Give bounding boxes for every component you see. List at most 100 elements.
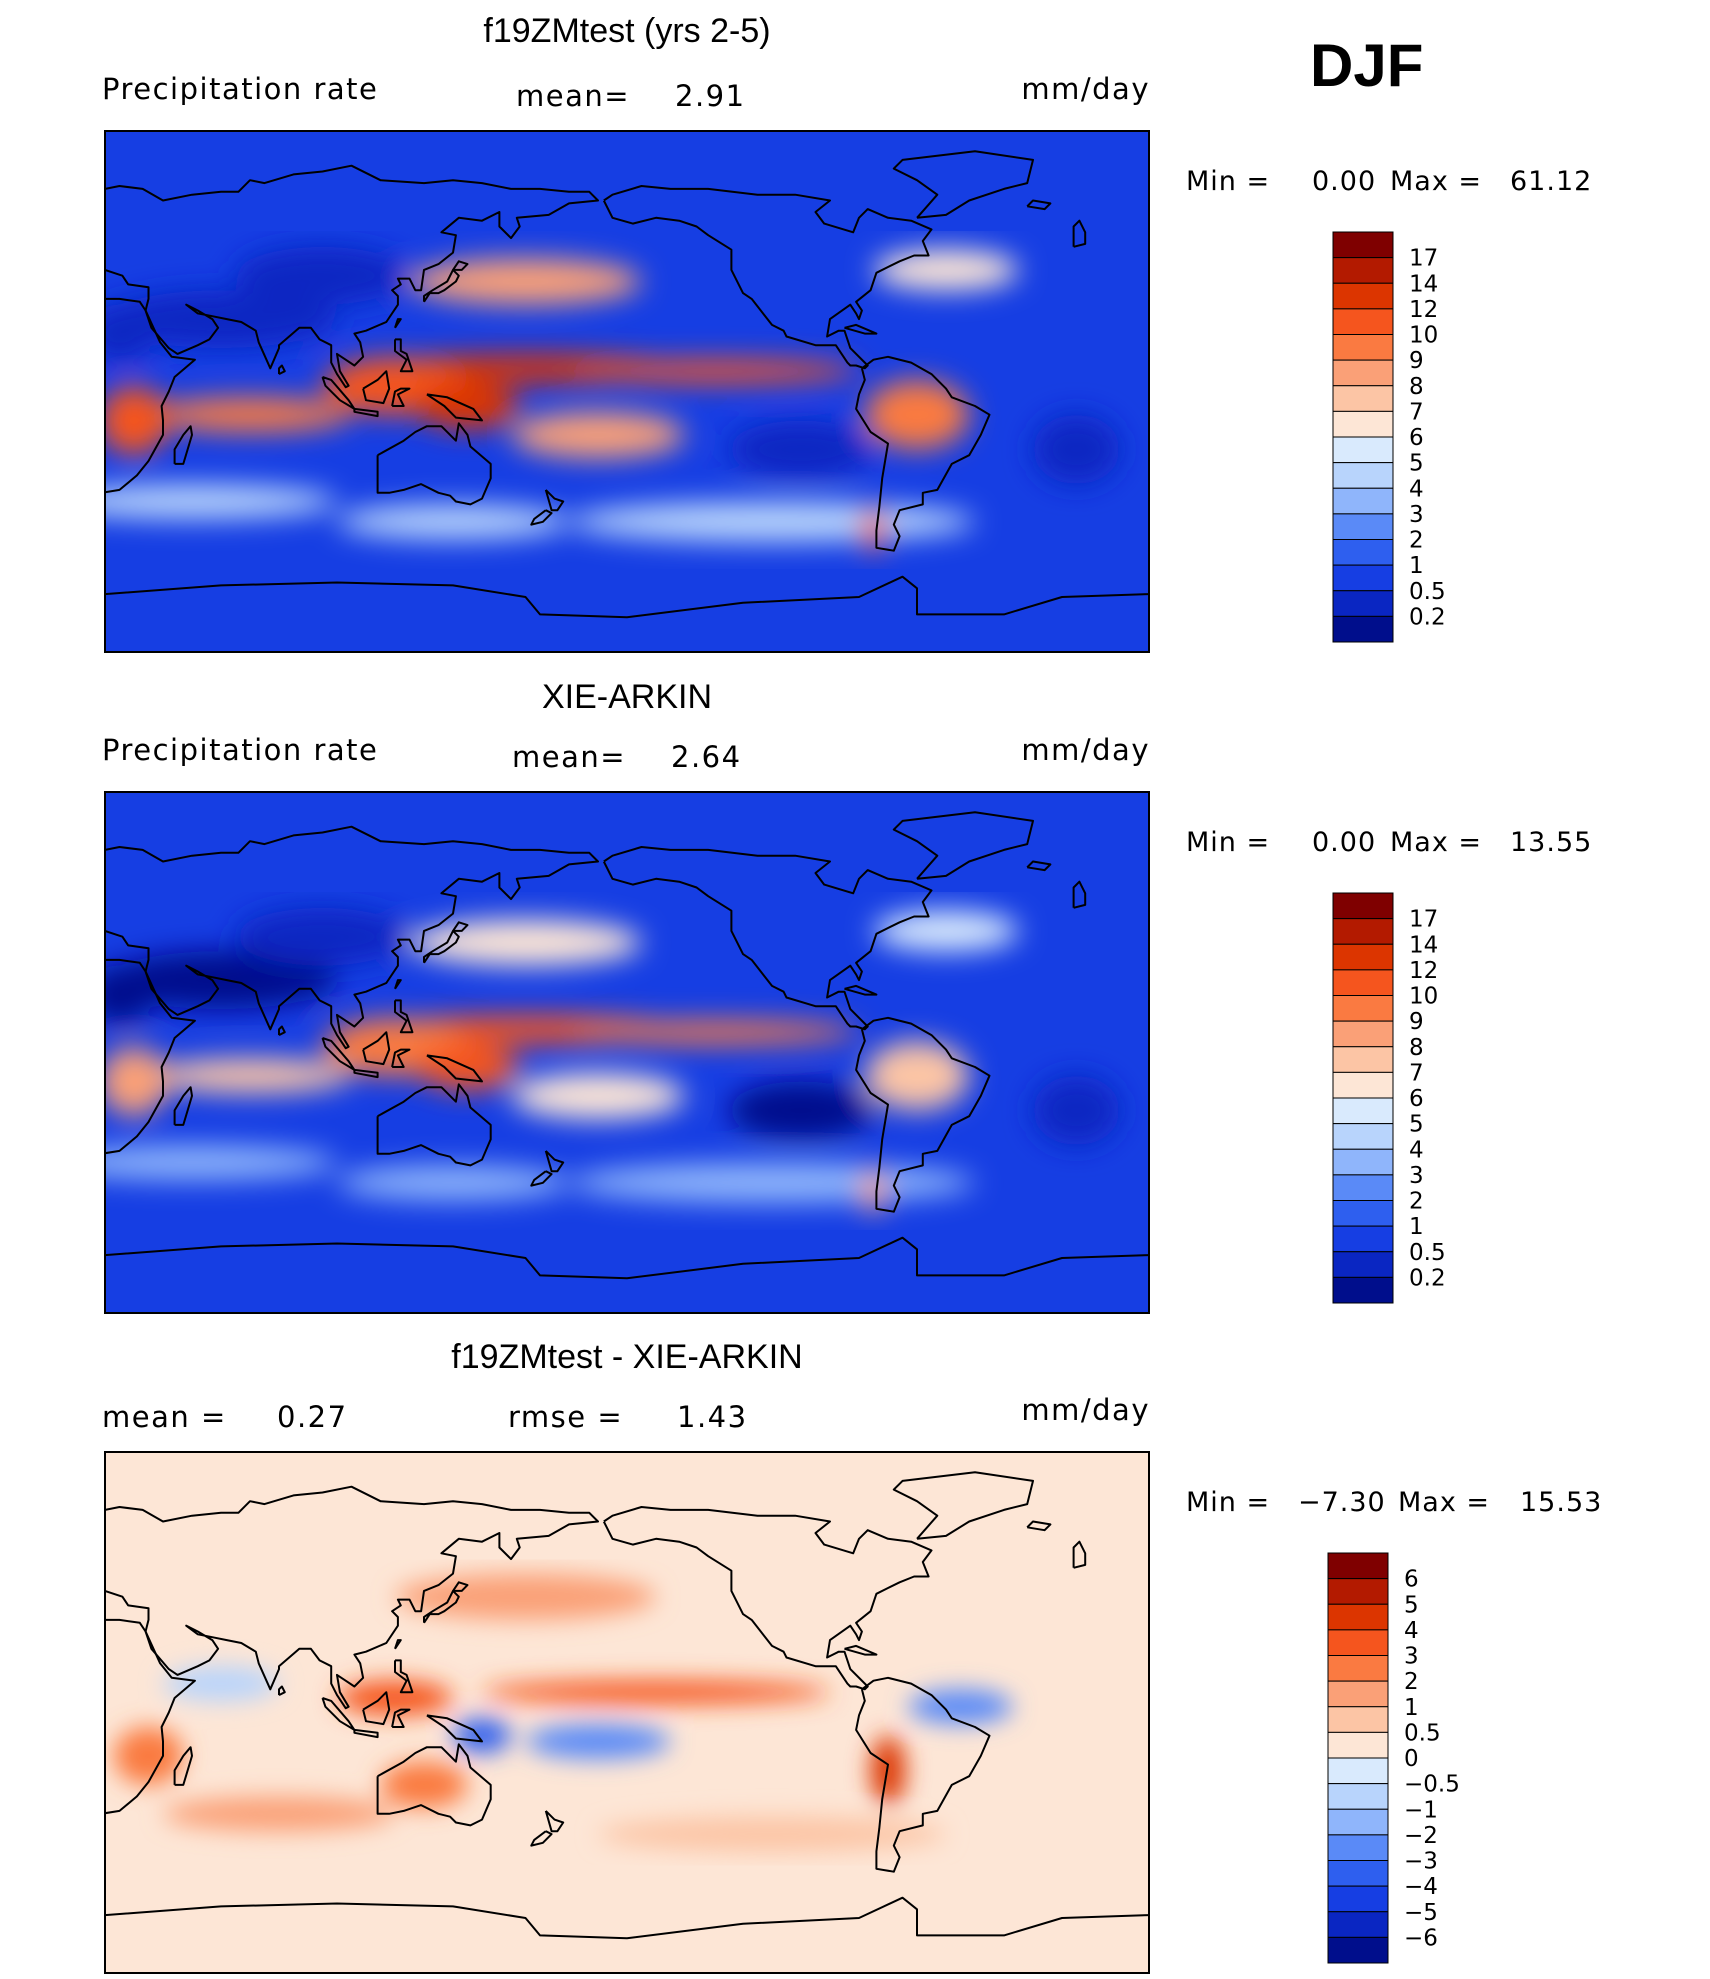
coastline — [602, 1506, 933, 1691]
rmse-label: rmse = — [508, 1400, 623, 1434]
colorbar-swatch — [1327, 1706, 1389, 1733]
coastline — [105, 1896, 1149, 1940]
max-value: 61.12 — [1510, 166, 1592, 197]
panel-title: f19ZMtest - XIE-ARKIN — [451, 1338, 802, 1376]
colorbar-tick-label: 0.5 — [1404, 1720, 1441, 1746]
field-region — [337, 504, 569, 540]
map-frame — [104, 1451, 1150, 1974]
colorbar-swatch — [1332, 615, 1394, 643]
panel-difference: f19ZMtest - XIE-ARKIN mean = 0.27 rmse =… — [102, 1338, 1602, 1974]
colorbar-swatch — [1327, 1911, 1389, 1938]
map-background — [105, 792, 1149, 1313]
coastline — [105, 297, 196, 494]
field-region — [105, 1046, 169, 1117]
coastline — [892, 150, 1034, 219]
coastline — [353, 407, 379, 418]
field-region — [105, 965, 155, 1024]
coastline — [362, 370, 391, 405]
colorbar-swatch — [1332, 539, 1394, 566]
colorbar-tick-label: 10 — [1409, 984, 1438, 1010]
map-plot — [104, 791, 1150, 1314]
min-label: Min = — [1186, 166, 1270, 197]
coastline — [602, 185, 933, 370]
field-region — [163, 1796, 395, 1832]
field-region — [105, 1145, 337, 1180]
coastline — [423, 929, 460, 964]
field-region — [873, 249, 1019, 291]
coastline — [105, 575, 1149, 619]
colorbar-swatch — [1332, 1148, 1394, 1176]
coastline — [426, 1054, 483, 1083]
coastline — [353, 1728, 379, 1739]
map-plot — [104, 130, 1150, 653]
colorbar-swatch — [1327, 1578, 1389, 1605]
max-label: Max = — [1390, 166, 1482, 197]
colorbar-swatch — [1332, 513, 1394, 540]
colorbar-tick-label: 4 — [1409, 476, 1424, 502]
coastline — [394, 979, 402, 990]
max-value: 15.53 — [1520, 1487, 1602, 1518]
colorbar-swatch — [1332, 1251, 1394, 1278]
coastline — [394, 1659, 414, 1694]
field-region — [908, 1689, 1013, 1725]
field-region — [148, 1058, 352, 1094]
colorbar-tick-label: 8 — [1409, 1035, 1424, 1061]
coastline — [376, 1083, 492, 1167]
field-region — [525, 1724, 671, 1759]
coastlines — [105, 150, 1149, 619]
colorbar-swatch — [1332, 410, 1394, 438]
map-frame — [104, 791, 1150, 1314]
field-region — [409, 258, 642, 305]
coastline — [426, 393, 483, 422]
colorbar-tick-label: 14 — [1409, 271, 1438, 297]
field-region — [511, 411, 685, 459]
coastline — [362, 1691, 391, 1726]
colorbar-tick-label: −3 — [1404, 1849, 1438, 1875]
colorbar-swatch — [1327, 1783, 1389, 1810]
colorbar-swatch — [1327, 1860, 1389, 1887]
max-value: 13.55 — [1510, 827, 1592, 858]
colorbar-tick-label: 0.5 — [1409, 1240, 1446, 1266]
colorbar-tick-label: 3 — [1409, 1163, 1424, 1189]
coastline — [530, 1170, 553, 1187]
colorbar-swatch — [1332, 334, 1394, 361]
panel-model: f19ZMtest (yrs 2-5) Precipitation rate m… — [102, 12, 1592, 653]
coastline — [530, 509, 553, 526]
colorbar-swatch — [1332, 1020, 1394, 1048]
colorbar-tick-label: 8 — [1409, 374, 1424, 400]
colorbar-tick-label: 1 — [1404, 1695, 1419, 1721]
rmse-value: 1.43 — [677, 1400, 748, 1434]
colorbar-swatch — [1327, 1834, 1389, 1861]
coastline — [452, 1581, 469, 1592]
field-region — [569, 1020, 859, 1044]
colorbar-tick-label: 2 — [1404, 1669, 1419, 1695]
max-label: Max = — [1398, 1487, 1490, 1518]
field-region — [873, 910, 1019, 952]
max-label: Max = — [1390, 827, 1482, 858]
colorbar-tick-label: 0.2 — [1409, 1265, 1446, 1291]
colorbar-tick-label: 5 — [1409, 451, 1424, 477]
colorbar-swatch — [1332, 359, 1394, 387]
field-region — [148, 397, 352, 433]
coastline — [855, 1676, 991, 1873]
field-region — [511, 1072, 685, 1120]
colorbar-swatch — [1327, 1808, 1389, 1836]
colorbar-tick-label: 1 — [1409, 1214, 1424, 1240]
coastline — [844, 323, 878, 335]
coastline — [105, 1618, 196, 1815]
coastline — [602, 846, 933, 1031]
min-value: 0.00 — [1312, 166, 1376, 197]
coastline — [105, 958, 196, 1155]
panel-title: XIE-ARKIN — [542, 678, 712, 716]
colorbar-tick-label: 12 — [1409, 297, 1438, 323]
coastline — [278, 1685, 286, 1696]
coastline — [1026, 199, 1052, 211]
coastline — [544, 1810, 565, 1833]
colorbar-tick-label: −5 — [1404, 1900, 1438, 1926]
field-region — [861, 1168, 886, 1215]
colorbar-swatch — [1327, 1629, 1389, 1656]
coastline — [892, 1471, 1034, 1540]
